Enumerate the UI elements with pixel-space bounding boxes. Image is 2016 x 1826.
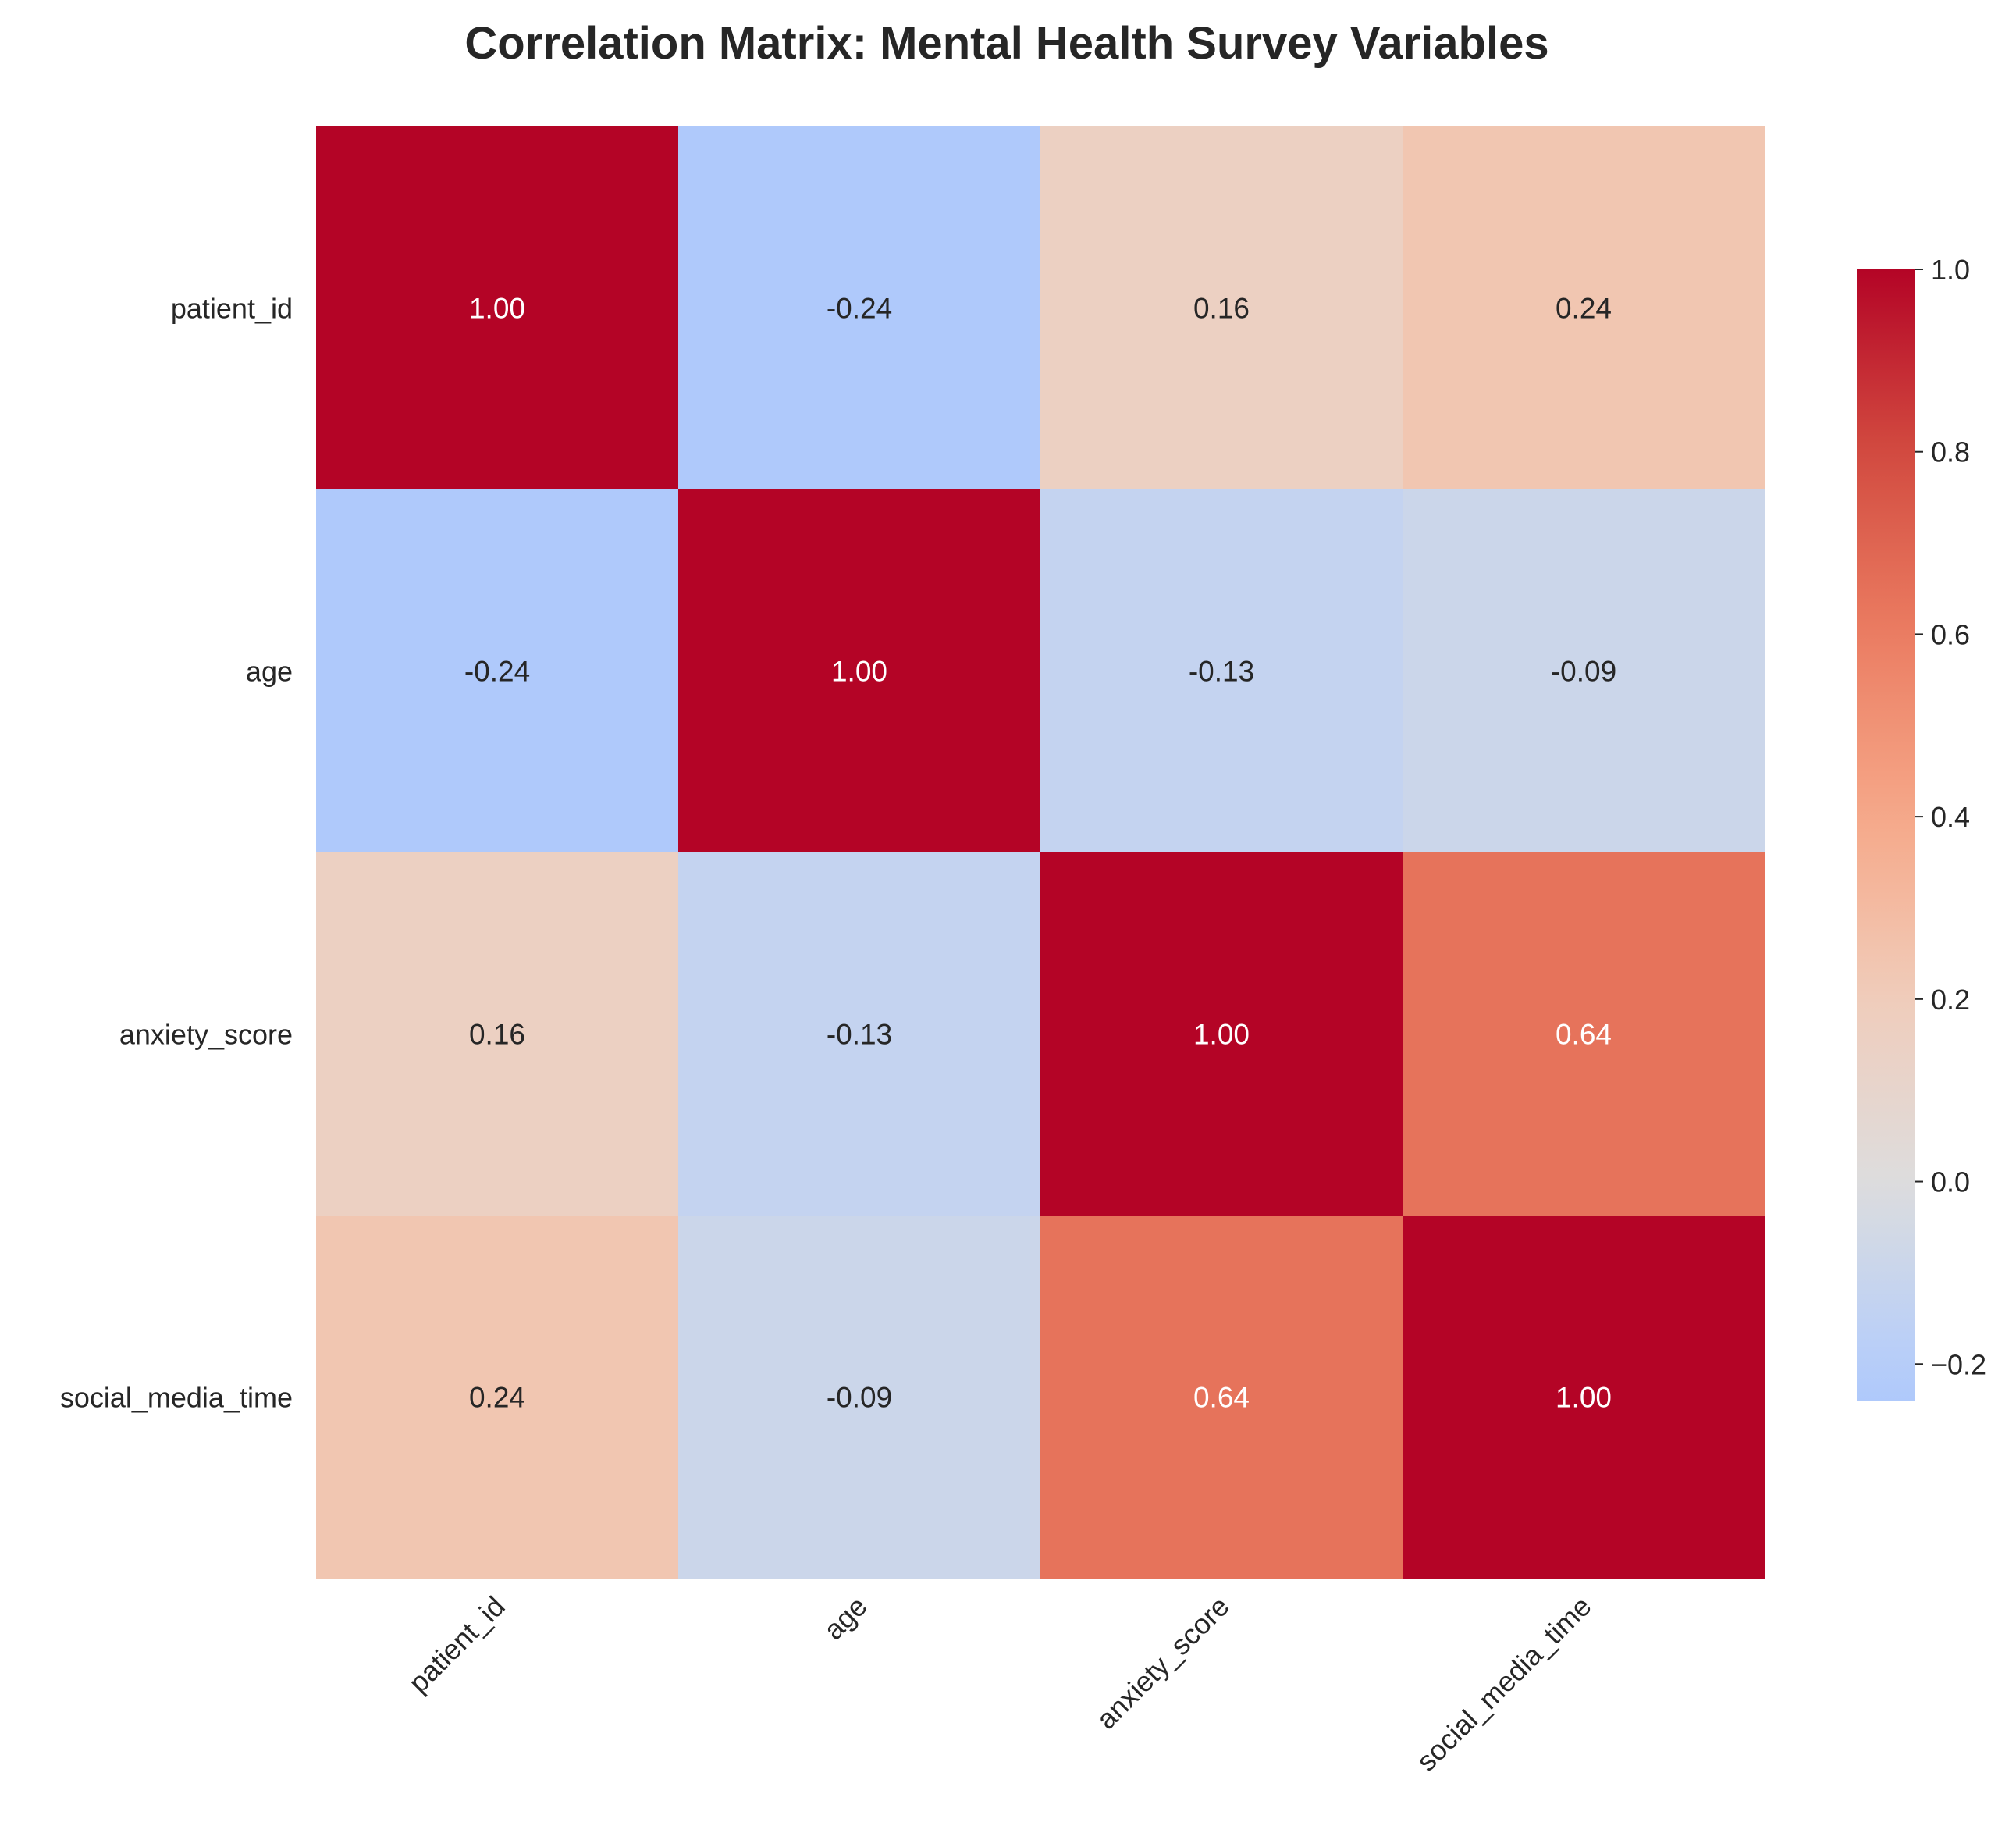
heatmap-cell-value: 0.64 bbox=[1556, 1019, 1612, 1051]
heatmap-cell bbox=[1040, 852, 1403, 1216]
heatmap-cell bbox=[678, 1216, 1041, 1579]
heatmap-cell bbox=[316, 126, 679, 490]
colorbar-tick-label: 0.0 bbox=[1931, 1166, 1970, 1198]
heatmap-cell bbox=[1040, 1216, 1403, 1579]
heatmap-cell bbox=[316, 852, 679, 1216]
heatmap-cell bbox=[316, 1216, 679, 1579]
x-tick-label: anxiety_score bbox=[1090, 1590, 1236, 1735]
heatmap-cell bbox=[1040, 126, 1403, 490]
heatmap-cell-value: 1.00 bbox=[469, 293, 525, 325]
colorbar-tick-label: 0.2 bbox=[1931, 984, 1970, 1016]
heatmap-cell bbox=[678, 489, 1041, 853]
heatmap-cell-value: 0.16 bbox=[1193, 293, 1250, 325]
colorbar-tick-label: 0.8 bbox=[1931, 436, 1970, 468]
heatmap-cell-value: -0.09 bbox=[1551, 656, 1616, 688]
y-tick-label: social_media_time bbox=[60, 1382, 293, 1414]
heatmap-cell-labels: 1.00 -0.24 0.16 0.24 -0.24 1.00 -0.13 -0.09 0.16… bbox=[464, 293, 1616, 1414]
colorbar-tick-label: 0.4 bbox=[1931, 801, 1970, 833]
heatmap-cell-value: -0.24 bbox=[827, 293, 892, 325]
heatmap-cell-value: -0.13 bbox=[1189, 656, 1254, 688]
colorbar-tick-label: 0.6 bbox=[1931, 618, 1970, 650]
heatmap-cell bbox=[1040, 489, 1403, 853]
heatmap-cell-value: 0.24 bbox=[469, 1382, 525, 1414]
heatmap-cells bbox=[316, 126, 1765, 1579]
heatmap-cell-value: 0.16 bbox=[469, 1019, 525, 1051]
heatmap-cell-value: -0.09 bbox=[827, 1382, 892, 1414]
heatmap-cell bbox=[1403, 489, 1765, 853]
heatmap-cell-value: 0.24 bbox=[1556, 293, 1612, 325]
colorbar-tick-label: −0.2 bbox=[1931, 1348, 1986, 1380]
x-axis-tick-labels: patient_id age anxiety_score social_media_t… bbox=[402, 1590, 1597, 1778]
heatmap-cell bbox=[1403, 126, 1765, 490]
heatmap-cell-value: 1.00 bbox=[1193, 1019, 1250, 1051]
x-tick-label: social_media_time bbox=[1410, 1590, 1598, 1778]
chart-title: Correlation Matrix: Mental Health Survey… bbox=[464, 18, 1548, 69]
heatmap-cell-value: -0.13 bbox=[827, 1019, 892, 1051]
heatmap-cell bbox=[678, 126, 1041, 490]
y-tick-label: age bbox=[246, 656, 293, 688]
colorbar-tick-label: 1.0 bbox=[1931, 254, 1970, 286]
y-tick-label: patient_id bbox=[171, 293, 293, 325]
heatmap-cell bbox=[1403, 1216, 1765, 1579]
heatmap-cell bbox=[316, 489, 679, 853]
x-tick-label: patient_id bbox=[402, 1590, 510, 1699]
colorbar: −0.2 0.0 0.2 0.4 0.6 0.8 1.0 bbox=[1857, 254, 1986, 1401]
heatmap-cell-value: 1.00 bbox=[831, 656, 887, 688]
heatmap-cell-value: -0.24 bbox=[464, 656, 530, 688]
heatmap-cell bbox=[678, 852, 1041, 1216]
x-tick-label: age bbox=[817, 1590, 873, 1646]
y-tick-label: anxiety_score bbox=[119, 1019, 293, 1051]
heatmap-cell bbox=[1403, 852, 1765, 1216]
colorbar-gradient bbox=[1857, 269, 1915, 1401]
heatmap-cell-value: 1.00 bbox=[1556, 1382, 1612, 1414]
heatmap-cell-value: 0.64 bbox=[1193, 1382, 1250, 1414]
